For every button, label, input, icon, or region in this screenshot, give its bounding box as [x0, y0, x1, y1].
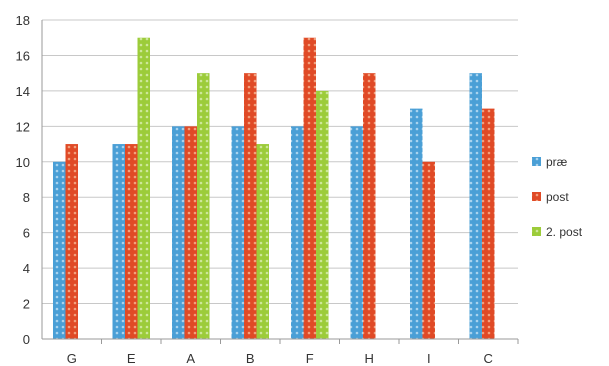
bar-F-series-1 [303, 37, 316, 339]
y-axis: 0 2 4 6 8 10 12 14 16 18 [16, 13, 43, 347]
y-tick-label: 16 [16, 48, 30, 63]
legend-swatch [532, 227, 541, 236]
bar-G-series-1 [65, 144, 78, 339]
bar-G-series-0 [53, 161, 66, 339]
bar-A-series-2 [197, 73, 210, 340]
bar-A-series-1 [184, 126, 197, 339]
bar-F-series-0 [291, 126, 304, 339]
legend: præ post 2. post [532, 155, 583, 239]
bar-I-series-1 [422, 161, 435, 339]
x-tick-label: C [484, 351, 493, 366]
legend-label: post [546, 190, 569, 204]
y-tick-label: 6 [23, 226, 30, 241]
x-tick-label: H [365, 351, 374, 366]
bar-E-series-2 [137, 37, 150, 339]
y-tick-label: 10 [16, 155, 30, 170]
bar-C-series-1 [482, 108, 495, 339]
bar-A-series-0 [172, 126, 185, 339]
bar-H-series-1 [363, 73, 376, 340]
x-tick-label: B [246, 351, 255, 366]
x-tick-label: I [427, 351, 431, 366]
x-tick-label: A [186, 351, 195, 366]
y-tick-label: 2 [23, 297, 30, 312]
bar-C-series-0 [469, 73, 482, 340]
y-tick-label: 18 [16, 13, 30, 28]
legend-swatch [532, 192, 541, 201]
legend-label: præ [546, 155, 568, 169]
bar-E-series-0 [112, 144, 125, 339]
bar-F-series-2 [316, 90, 329, 339]
legend-swatch [532, 157, 541, 166]
legend-label: 2. post [546, 225, 583, 239]
y-tick-label: 8 [23, 190, 30, 205]
bar-E-series-1 [125, 144, 138, 339]
bar-B-series-2 [256, 144, 269, 339]
x-tick-label: E [127, 351, 136, 366]
x-tick-label: F [306, 351, 314, 366]
bars [53, 37, 495, 340]
y-tick-label: 0 [23, 332, 30, 347]
bar-I-series-0 [410, 108, 423, 339]
y-tick-label: 4 [23, 261, 30, 276]
y-tick-label: 14 [16, 84, 30, 99]
y-tick-label: 12 [16, 119, 30, 134]
x-tick-label: G [67, 351, 77, 366]
bar-B-series-0 [231, 126, 244, 339]
bar-B-series-1 [244, 73, 257, 340]
bar-H-series-0 [350, 126, 363, 339]
